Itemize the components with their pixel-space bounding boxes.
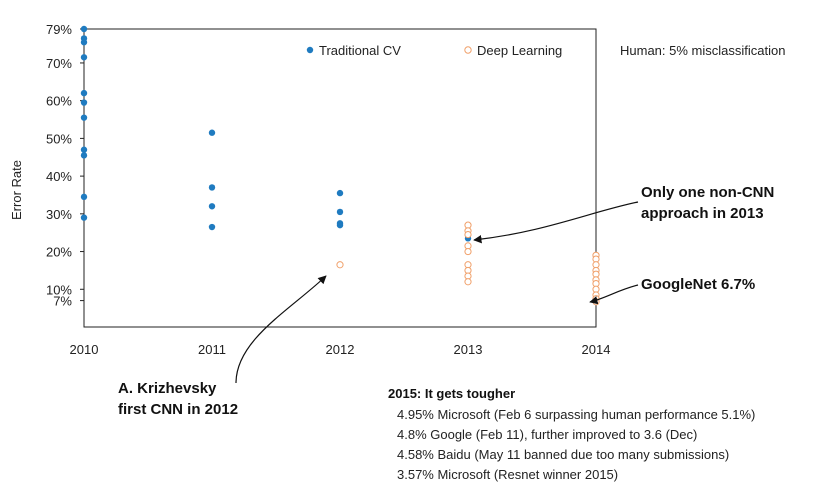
traditional-cv-point (208, 129, 216, 136)
plot-area-frame (83, 28, 597, 328)
legend-label: Deep Learning (477, 43, 562, 58)
y-tick-label: 7% (53, 294, 72, 309)
y-tick-label: 30% (46, 207, 72, 222)
legend-marker (306, 46, 314, 54)
traditional-cv-point (80, 214, 88, 221)
legend: Traditional CV Deep Learning (306, 43, 562, 58)
x-tick-label: 2010 (70, 342, 99, 357)
annotation-arrow (589, 284, 639, 305)
x-axis-ticks: 2010 2011 2012 2013 2014 (70, 342, 611, 357)
data-points (80, 25, 600, 306)
traditional-cv-point (80, 99, 88, 106)
note-line: 4.95% Microsoft (Feb 6 surpassing human … (397, 407, 755, 422)
traditional-cv-point (208, 223, 216, 231)
y-tick-label: 79% (46, 22, 72, 37)
traditional-cv-point (336, 189, 344, 197)
x-tick-label: 2013 (454, 342, 483, 357)
human-error-note: Human: 5% misclassification (620, 43, 785, 58)
y-tick-label: 10% (46, 282, 72, 297)
y-axis-title: Error Rate (9, 160, 24, 220)
traditional-cv-point (80, 54, 88, 61)
y-tick-label: 50% (46, 131, 72, 146)
deep-learning-point (464, 278, 472, 286)
traditional-cv-point (208, 184, 216, 191)
traditional-cv-point (80, 114, 88, 121)
annotation-arrow (473, 201, 639, 244)
note-line: 4.8% Google (Feb 11), further improved t… (397, 427, 697, 442)
annotation-text: Only one non-CNN (641, 184, 774, 201)
note-line: 3.57% Microsoft (Resnet winner 2015) (397, 467, 618, 482)
annotation-text: GoogleNet 6.7% (641, 276, 755, 293)
traditional-cv-point (336, 208, 344, 216)
annotation-arrow (235, 275, 327, 384)
traditional-cv-point (80, 89, 88, 97)
x-tick-label: 2011 (198, 342, 226, 357)
annotation-text: first CNN in 2012 (118, 401, 238, 418)
x-tick-label: 2014 (582, 342, 611, 357)
traditional-cv-point (80, 193, 88, 201)
deep-learning-point (464, 230, 472, 239)
traditional-cv-point (80, 25, 88, 33)
note-2015: 2015: It gets tougher 4.95% Microsoft (Fe… (388, 386, 755, 482)
traditional-cv-point (80, 39, 88, 46)
y-tick-label: 60% (46, 94, 72, 109)
traditional-cv-point (336, 221, 344, 229)
traditional-cv-point (208, 203, 216, 210)
traditional-cv-point (80, 146, 88, 153)
y-axis-ticks: 7%10% 20% 30% 40% 50% 60% 70% 79% (46, 22, 84, 309)
deep-learning-point (464, 247, 472, 256)
note-title: 2015: It gets tougher (388, 386, 515, 401)
y-tick-label: 20% (46, 245, 72, 260)
y-tick-label: 70% (46, 56, 72, 71)
traditional-cv-point (80, 152, 88, 159)
legend-marker (464, 46, 472, 54)
annotation-text: A. Krizhevsky (118, 380, 217, 397)
y-tick-label: 40% (46, 169, 72, 184)
deep-learning-point (336, 261, 344, 269)
x-tick-label: 2012 (326, 342, 355, 357)
note-line: 4.58% Baidu (May 11 banned due too many … (397, 447, 729, 462)
annotation-text: approach in 2013 (641, 205, 764, 222)
legend-label: Traditional CV (319, 43, 401, 58)
annotations: Only one non-CNN approach in 2013 GoogleNe… (118, 184, 774, 418)
